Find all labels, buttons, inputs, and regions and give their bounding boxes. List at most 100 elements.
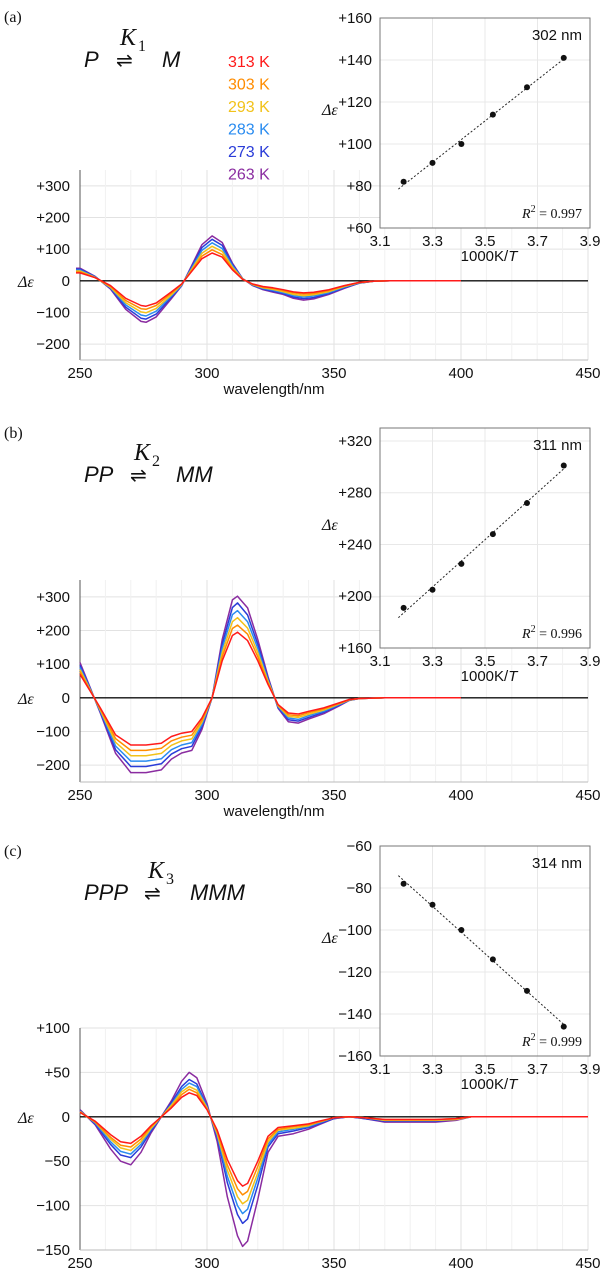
x-axis-label: wavelength/nm	[223, 381, 325, 398]
y-tick-label: −100	[36, 305, 70, 322]
inset-r-squared: R2 = 0.999	[521, 1032, 582, 1050]
inset-x-tick-label: 3.3	[422, 1061, 443, 1078]
inset-wavelength-annotation: 311 nm	[533, 437, 582, 454]
panel-a: (a) P ⇌K 1M 250 300 350 400 450 +300 +200 +100 0 −100…	[4, 9, 601, 398]
inset-y-tick-label: +240	[338, 536, 372, 553]
y-tick-label: 0	[62, 273, 70, 290]
inset-data-point	[560, 1023, 567, 1030]
y-tick-label: −150	[36, 1242, 70, 1259]
x-tick-label: 400	[448, 365, 473, 382]
inset-data-point	[524, 84, 530, 91]
inset-x-axis-label: 1000K/T	[461, 668, 520, 685]
inset-y-axis-label: Δε	[321, 517, 338, 534]
inset-y-tick-label: +200	[338, 588, 372, 605]
inset-x-tick-label: 3.3	[422, 653, 443, 670]
inset-data-point	[429, 159, 436, 166]
inset-x-tick-label: 3.3	[422, 233, 443, 250]
equilibrium-left-species: P	[84, 47, 99, 72]
y-tick-label: −50	[45, 1153, 70, 1170]
series-line-313K	[79, 1092, 588, 1187]
inset-x-tick-label: 3.5	[475, 653, 496, 670]
y-tick-label: −200	[36, 336, 70, 353]
series-group	[79, 1071, 588, 1248]
inset-y-axis-label: Δε	[321, 930, 338, 947]
y-axis-label: Δε	[17, 1110, 34, 1127]
inset-x-tick-label: 3.7	[527, 653, 548, 670]
inset-y-tick-label: +280	[338, 485, 372, 502]
inset-y-tick-label: −160	[338, 1048, 372, 1065]
x-axis-label: wavelength/nm	[223, 803, 325, 820]
equilibrium-left-species: PP	[84, 462, 114, 487]
inset-r-squared: R2 = 0.996	[521, 624, 582, 642]
inset-y-tick-label: −80	[347, 880, 372, 897]
panel-label: (c)	[4, 843, 22, 860]
panel-label: (b)	[4, 425, 23, 442]
inset-x-tick-label: 3.1	[370, 653, 391, 670]
inset-y-tick-label: −60	[347, 838, 372, 855]
x-tick-label: 250	[67, 1255, 92, 1268]
inset-data-point	[489, 956, 496, 963]
inset-data-point	[400, 880, 407, 887]
main-grid	[79, 1027, 589, 1251]
panel-b: (b) PP ⇌K 2 MM 250 300 350 400 450 +300 +200 +100 0 −1…	[4, 425, 601, 820]
y-tick-label: +300	[36, 589, 70, 606]
x-tick-label: 350	[321, 365, 346, 382]
x-tick-label: 400	[448, 1255, 473, 1268]
inset-border	[379, 427, 591, 649]
inset-data-point	[429, 901, 436, 908]
y-tick-label: +300	[36, 178, 70, 195]
x-tick-label: 450	[575, 1255, 600, 1268]
y-axis-label: Δε	[17, 274, 34, 291]
equilibrium-constant: K	[147, 858, 166, 884]
x-tick-label: 250	[67, 787, 92, 804]
inset-wavelength-annotation: 302 nm	[532, 27, 582, 44]
inset-x-tick-label: 3.9	[580, 653, 601, 670]
inset-x-tick-label: 3.5	[475, 233, 496, 250]
inset-y-tick-label: +80	[347, 178, 372, 195]
equilibrium-right-species: M	[162, 47, 181, 72]
x-tick-label: 450	[575, 787, 600, 804]
y-tick-label: −100	[36, 1198, 70, 1215]
inset-fit-line	[398, 466, 567, 619]
inset-y-tick-label: −120	[338, 964, 372, 981]
y-tick-label: +100	[36, 656, 70, 673]
equilibrium-arrow: ⇌	[116, 50, 133, 72]
legend-entry: 303 K	[228, 77, 270, 94]
y-tick-label: +200	[36, 623, 70, 640]
inset-x-axis-label: 1000K/T	[461, 248, 520, 265]
inset-data-point	[400, 178, 407, 185]
inset-data-point	[458, 560, 465, 567]
equilibrium-constant-subscript: 2	[152, 453, 160, 470]
inset-x-axis-label: 1000K/T	[461, 1076, 520, 1093]
inset-plot: 3.1 3.3 3.5 3.7 3.9 −60 −80 −100 −120 −140 −160 314…	[321, 838, 600, 1093]
inset-y-tick-label: −100	[338, 922, 372, 939]
inset-data-point	[489, 111, 496, 118]
legend-entry: 293 K	[228, 99, 270, 116]
inset-data-point	[489, 531, 496, 538]
inset-y-tick-label: +60	[347, 220, 372, 237]
x-tick-label: 450	[575, 365, 600, 382]
inset-plot: 3.1 3.3 3.5 3.7 3.9 +320 +280 +240 +200 +160 311 n…	[321, 427, 601, 685]
inset-y-tick-label: +320	[338, 433, 372, 450]
equilibrium-constant: K	[119, 25, 138, 51]
equilibrium-right-species: MM	[176, 462, 213, 487]
inset-data-point	[524, 500, 530, 507]
legend-entry: 273 K	[228, 144, 270, 161]
inset-y-tick-label: +140	[338, 52, 372, 69]
series-line-313K	[79, 631, 461, 746]
inset-plot: 3.1 3.3 3.5 3.7 3.9 +160 +140 +120 +100 +80 +60 302…	[321, 10, 600, 265]
inset-y-tick-label: −140	[338, 1006, 372, 1023]
panel-label: (a)	[4, 9, 22, 26]
x-tick-label: 300	[194, 365, 219, 382]
legend-entry: 283 K	[228, 122, 270, 139]
inset-data-point	[560, 54, 567, 61]
x-tick-label: 350	[321, 1255, 346, 1268]
x-tick-label: 400	[448, 787, 473, 804]
inset-data-point	[458, 141, 465, 147]
equilibrium-constant: K	[133, 440, 152, 466]
equilibrium-expression: PPP ⇌K 3 MMM	[84, 858, 246, 905]
inset-r-squared: R2 = 0.997	[521, 204, 582, 222]
inset-x-tick-label: 3.1	[370, 1061, 391, 1078]
x-tick-label: 300	[194, 1255, 219, 1268]
